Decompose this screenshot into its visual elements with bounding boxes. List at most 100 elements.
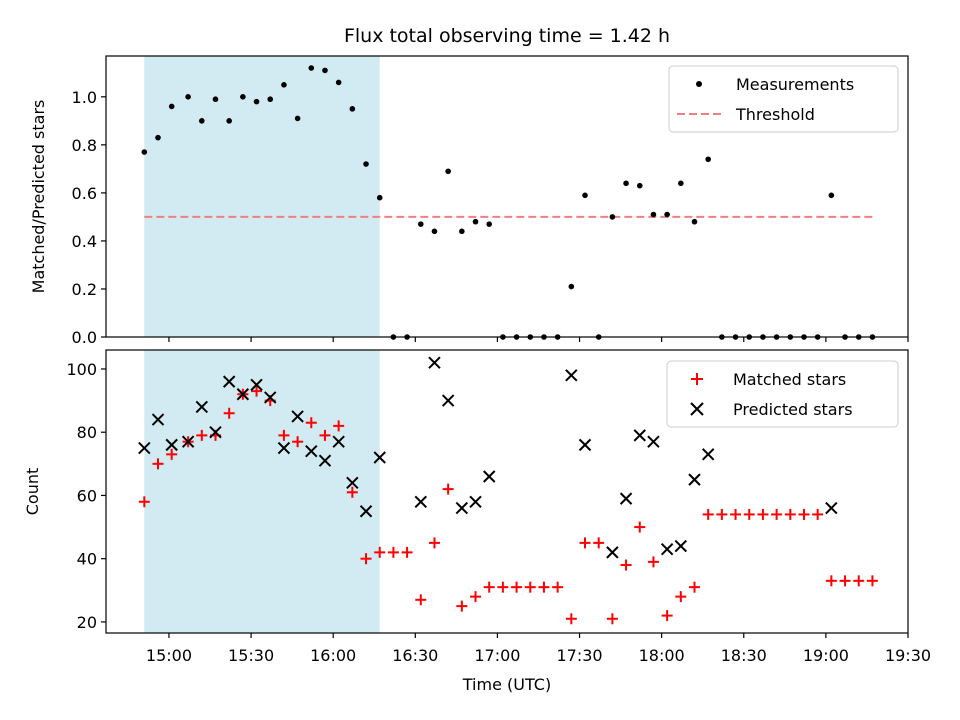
measurement-point	[294, 115, 301, 122]
measurement-point	[376, 194, 383, 201]
predicted-star-point	[291, 410, 304, 423]
legend-predicted-label: Predicted stars	[733, 400, 853, 419]
matched-star-point	[688, 581, 700, 593]
measurement-point	[691, 218, 698, 225]
top-y-axis-label: Matched/Predicted stars	[29, 100, 48, 294]
predicted-star-stroke-b	[264, 391, 277, 404]
matched-star-point	[771, 508, 783, 520]
predicted-star-stroke-b	[181, 435, 195, 448]
matched-star-point	[166, 448, 178, 460]
top-panel: 0.0 0.2 0.4 0.6 0.8 1.0 Matched/Predicted sta…	[29, 55, 909, 347]
measurement-point	[431, 228, 438, 235]
predicted-star-point	[428, 356, 441, 369]
bottom-y-tick-label: 20	[77, 613, 97, 632]
matched-star-point	[387, 546, 399, 558]
predicted-star-point	[373, 451, 386, 464]
bottom-legend-box	[666, 360, 899, 428]
predicted-star-stroke-b	[660, 542, 674, 556]
bottom-y-tick-label: 40	[77, 550, 97, 569]
measurement-point	[349, 106, 356, 112]
matched-star-point	[428, 537, 440, 549]
measurement-point	[185, 94, 191, 100]
x-tick-label: 17:00	[474, 646, 520, 665]
predicted-star-stroke-b	[359, 505, 373, 518]
predicted-star-stroke-b	[825, 501, 838, 515]
matched-star-point	[305, 417, 317, 429]
matched-star-point	[675, 591, 687, 603]
predicted-star-point	[222, 375, 236, 388]
predicted-star-stroke-b	[291, 410, 304, 423]
measurement-point	[828, 192, 835, 199]
matched-star-point	[456, 600, 468, 612]
top-x-ticks	[168, 337, 909, 342]
predicted-star-stroke-b	[674, 539, 688, 553]
measurement-point	[568, 283, 575, 290]
predicted-star-stroke-b	[483, 470, 496, 483]
predicted-star-stroke-b	[332, 435, 345, 448]
predicted-star-point	[236, 388, 250, 401]
matched-star-point	[552, 581, 564, 593]
matched-star-point	[757, 508, 769, 520]
bottom-y-tick-label: 100	[66, 360, 97, 379]
x-tick-label: 15:00	[146, 646, 192, 665]
predicted-star-point	[660, 542, 674, 556]
measurement-point	[199, 118, 205, 124]
predicted-star-stroke-b	[428, 356, 441, 369]
bottom-panel: 20 40 60 80 100 15:00 15:30 16:00 16:30 17:00 17:…	[23, 349, 931, 694]
matched-star-point	[620, 559, 632, 571]
top-y-tick-label: 0.0	[72, 328, 97, 347]
matched-star-point	[152, 458, 164, 470]
x-tick-label: 15:30	[228, 646, 274, 665]
predicted-star-point	[318, 454, 332, 467]
predicted-star-point	[825, 501, 838, 515]
predicted-star-point	[414, 495, 427, 508]
measurement-point	[212, 96, 219, 103]
predicted-star-stroke-b	[195, 400, 209, 414]
matched-star-point	[853, 575, 865, 587]
matched-star-point	[223, 407, 235, 419]
predicted-star-point	[455, 501, 469, 515]
predicted-star-stroke-b	[209, 426, 222, 439]
matched-star-point	[138, 496, 150, 508]
x-tick-label: 17:30	[556, 646, 602, 665]
predicted-star-point	[277, 441, 291, 455]
predicted-star-point	[332, 435, 345, 448]
matched-star-point	[647, 556, 659, 568]
legend-threshold-label: Threshold	[735, 105, 815, 124]
measurement-point	[582, 192, 588, 199]
predicted-star-point	[633, 429, 646, 442]
predicted-star-point	[565, 369, 578, 382]
predicted-star-point	[441, 394, 455, 407]
bottom-y-axis: 20 40 60 80 100	[66, 360, 106, 632]
predicted-star-stroke-b	[318, 454, 332, 467]
predicted-star-stroke-b	[701, 448, 715, 461]
matched-star-point	[866, 575, 878, 587]
predicted-star-point	[674, 539, 688, 553]
measurement-point	[650, 211, 657, 218]
legend-predicted-marker	[690, 402, 704, 416]
matched-star-point	[538, 581, 550, 593]
predicted-star-point	[647, 435, 660, 448]
measurement-point	[240, 94, 246, 100]
matched-star-point	[798, 508, 810, 520]
matched-star-point	[319, 429, 331, 441]
matched-star-point	[374, 546, 386, 558]
chart-title: Flux total observing time = 1.42 h	[344, 25, 670, 47]
matched-star-point	[825, 575, 837, 587]
measurement-point	[141, 149, 148, 155]
measurement-point	[308, 65, 315, 71]
predicted-star-stroke-b	[165, 438, 178, 452]
predicted-star-stroke-b	[578, 438, 592, 452]
bottom-y-tick-label: 60	[77, 486, 97, 505]
matched-star-point	[524, 581, 536, 593]
measurement-point	[168, 103, 175, 110]
measurement-point	[363, 161, 369, 167]
matched-star-point	[661, 610, 673, 622]
matched-star-point	[360, 553, 372, 565]
predicted-star-point	[346, 476, 359, 490]
measurement-point	[226, 118, 232, 124]
predicted-star-point	[151, 413, 165, 426]
matched-stars-series	[138, 385, 878, 625]
bottom-y-axis-label: Count	[23, 468, 42, 516]
x-tick-label: 16:30	[392, 646, 438, 665]
